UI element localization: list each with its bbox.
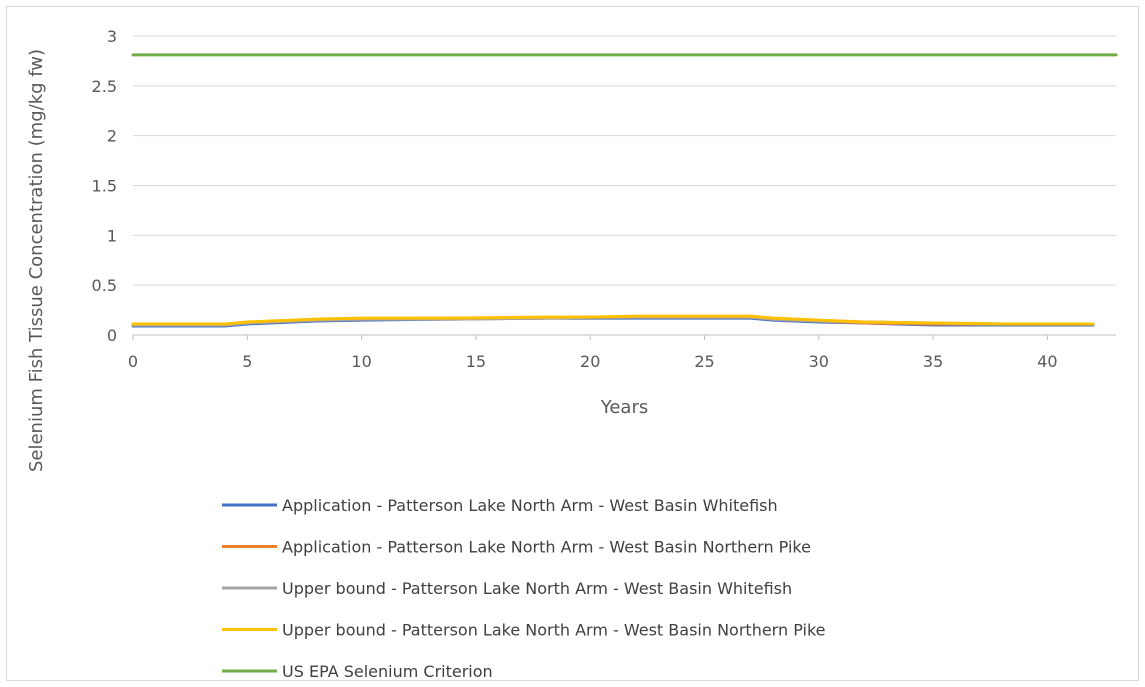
y-axis-ticks: 0 0.5 1 1.5 2 2.5 3 <box>92 27 117 345</box>
x-tick-label: 35 <box>923 352 943 371</box>
x-tick-label: 30 <box>809 352 829 371</box>
x-tick-label: 15 <box>466 352 486 371</box>
x-axis-title: Years <box>600 397 649 418</box>
y-tick-label: 1 <box>107 226 117 245</box>
series-lines <box>131 53 1118 328</box>
y-tick-label: 3 <box>107 27 117 46</box>
legend-label: Application - Patterson Lake North Arm -… <box>282 496 778 515</box>
y-tick-label: 1.5 <box>92 177 117 196</box>
y-tick-label: 0.5 <box>92 276 117 295</box>
x-tick-label: 25 <box>694 352 714 371</box>
y-tick-label: 0 <box>107 326 117 345</box>
x-tick-label: 5 <box>242 352 252 371</box>
x-tick-label: 40 <box>1037 352 1057 371</box>
x-axis-ticks: 0 5 10 15 20 25 30 35 40 <box>128 335 1058 371</box>
series-line-4 <box>131 314 1095 326</box>
legend-label: US EPA Selenium Criterion <box>282 662 493 681</box>
x-tick-label: 10 <box>351 352 371 371</box>
x-tick-label: 20 <box>580 352 600 371</box>
legend-label: Upper bound - Patterson Lake North Arm -… <box>282 579 792 598</box>
legend-label: Upper bound - Patterson Lake North Arm -… <box>282 621 825 640</box>
legend: Application - Patterson Lake North Arm -… <box>222 496 825 681</box>
legend-label: Application - Patterson Lake North Arm -… <box>282 538 811 557</box>
gridlines <box>133 35 1116 336</box>
y-tick-label: 2.5 <box>92 77 117 96</box>
y-tick-label: 2 <box>107 127 117 146</box>
chart-frame <box>6 6 1139 681</box>
y-axis-title: Selenium Fish Tissue Concentration (mg/k… <box>26 49 47 472</box>
x-tick-label: 0 <box>128 352 138 371</box>
